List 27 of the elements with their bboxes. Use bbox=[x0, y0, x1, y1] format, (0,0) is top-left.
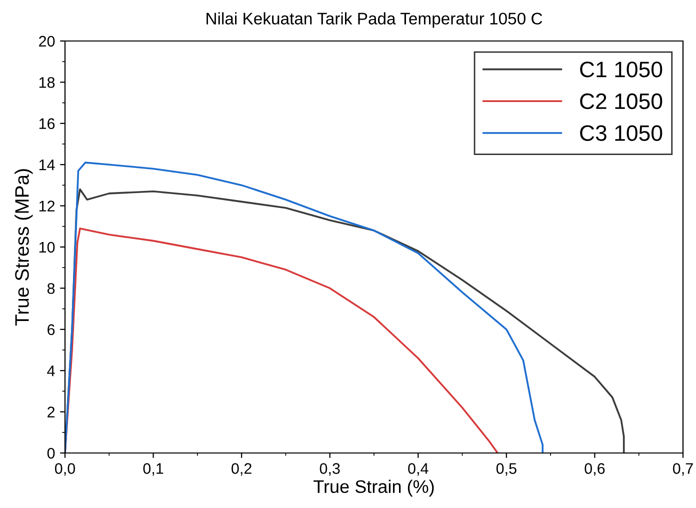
y-tick-label: 18 bbox=[39, 77, 55, 88]
x-tick-label: 0,3 bbox=[320, 463, 340, 476]
x-tick-label: 0,2 bbox=[232, 463, 252, 476]
line-series bbox=[65, 162, 544, 453]
y-tick-label: 16 bbox=[39, 118, 55, 130]
x-tick-label: 0,7 bbox=[672, 463, 693, 476]
x-tick-label: 0,1 bbox=[143, 463, 164, 476]
y-tick-label: 4 bbox=[47, 366, 55, 376]
chart-title: Nilai Kekuatan Tarik Pada Temperatur 1050 C bbox=[206, 12, 542, 28]
x-tick-label: 0,6 bbox=[584, 463, 605, 476]
x-tick-label: 0,5 bbox=[496, 463, 516, 476]
line-series bbox=[65, 228, 499, 453]
y-tick-label: 12 bbox=[39, 200, 55, 212]
x-tick-label: 0,0 bbox=[54, 463, 76, 476]
x-tick-label: 0,4 bbox=[408, 463, 428, 476]
y-tick-label: 10 bbox=[39, 242, 55, 253]
legend-label: C1 1050 bbox=[580, 62, 662, 78]
legend-label: C3 1050 bbox=[580, 125, 662, 141]
y-axis-title: True Stress (MPa) bbox=[14, 169, 33, 326]
y-tick-label: 0 bbox=[47, 448, 55, 459]
x-axis-title: True Strain (%) bbox=[314, 480, 434, 497]
y-tick-label: 2 bbox=[48, 406, 55, 418]
y-tick-label: 20 bbox=[39, 36, 55, 47]
y-tick-label: 8 bbox=[47, 283, 55, 294]
legend-label: C2 1050 bbox=[580, 93, 662, 110]
y-tick-label: 14 bbox=[39, 160, 55, 170]
y-tick-label: 6 bbox=[48, 324, 55, 336]
